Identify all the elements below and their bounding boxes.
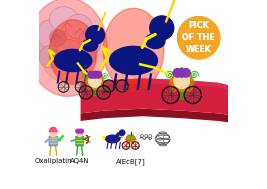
Circle shape [76, 129, 80, 133]
Polygon shape [81, 78, 232, 91]
Circle shape [89, 75, 101, 87]
Circle shape [88, 71, 95, 78]
Ellipse shape [128, 135, 133, 143]
Ellipse shape [96, 75, 104, 90]
Ellipse shape [49, 20, 97, 84]
Ellipse shape [183, 73, 194, 92]
Ellipse shape [39, 11, 96, 83]
Ellipse shape [176, 73, 188, 92]
Ellipse shape [49, 29, 66, 46]
Ellipse shape [126, 135, 135, 143]
FancyBboxPatch shape [76, 136, 83, 146]
Circle shape [120, 130, 125, 135]
Ellipse shape [106, 135, 120, 143]
Ellipse shape [146, 33, 165, 49]
FancyBboxPatch shape [49, 136, 57, 146]
Circle shape [174, 73, 189, 88]
Circle shape [77, 131, 83, 137]
Circle shape [177, 16, 221, 60]
Ellipse shape [37, 20, 62, 48]
Ellipse shape [103, 8, 164, 91]
Text: Oxaliplatin: Oxaliplatin [34, 158, 72, 164]
Ellipse shape [116, 133, 122, 138]
Ellipse shape [39, 45, 62, 68]
Circle shape [91, 71, 98, 78]
Ellipse shape [49, 7, 78, 31]
Circle shape [174, 73, 189, 88]
Circle shape [80, 129, 83, 133]
Text: AQ4N: AQ4N [70, 158, 89, 164]
Circle shape [173, 69, 182, 77]
Ellipse shape [170, 73, 180, 92]
Text: AIEcB[7]: AIEcB[7] [116, 158, 146, 165]
Circle shape [182, 69, 190, 77]
Polygon shape [81, 78, 232, 115]
Circle shape [50, 131, 56, 137]
Ellipse shape [65, 14, 92, 39]
Ellipse shape [79, 28, 101, 55]
Ellipse shape [109, 46, 158, 75]
Circle shape [177, 16, 221, 60]
Ellipse shape [56, 40, 83, 62]
Ellipse shape [171, 73, 193, 92]
Circle shape [178, 69, 186, 77]
Polygon shape [81, 109, 232, 123]
Ellipse shape [54, 49, 92, 71]
Circle shape [89, 75, 101, 87]
Circle shape [150, 16, 174, 40]
Ellipse shape [28, 0, 107, 96]
Ellipse shape [83, 39, 98, 51]
Wedge shape [50, 127, 57, 131]
Text: PICK
OF THE
WEEK: PICK OF THE WEEK [182, 22, 215, 54]
Ellipse shape [90, 75, 100, 90]
Circle shape [95, 71, 101, 78]
Text: PICK
OF THE
WEEK: PICK OF THE WEEK [182, 22, 215, 54]
Circle shape [86, 26, 104, 44]
Ellipse shape [86, 75, 104, 90]
Ellipse shape [85, 75, 93, 90]
Ellipse shape [73, 46, 96, 67]
Circle shape [78, 129, 81, 133]
